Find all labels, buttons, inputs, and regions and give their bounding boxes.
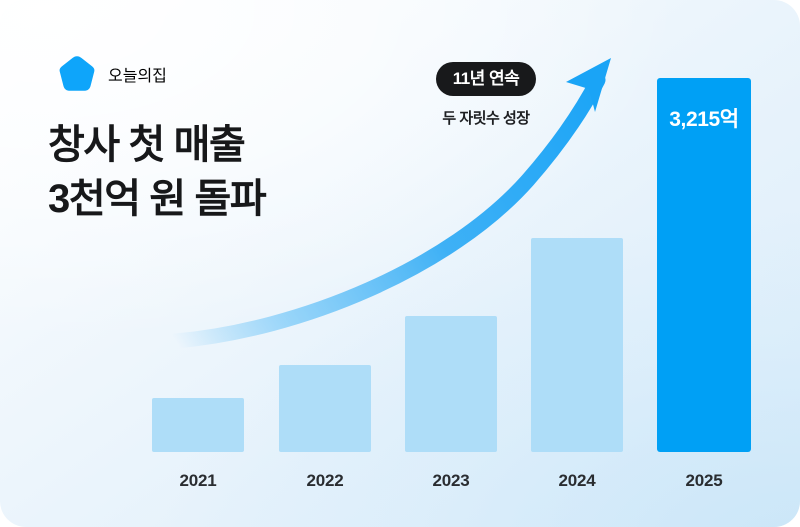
x-tick-2021: 2021	[179, 471, 217, 490]
bar-value-2025: 3,215억	[669, 108, 739, 131]
x-tick-2022: 2022	[306, 471, 344, 490]
brand-name: 오늘의집	[108, 68, 167, 85]
x-tick-2023: 2023	[432, 471, 470, 490]
bar-2022	[279, 365, 371, 452]
brand-lockup: 오늘의집	[57, 54, 167, 94]
bar-2024	[531, 238, 623, 452]
x-tick-2024: 2024	[558, 471, 596, 490]
bar-2025	[657, 78, 751, 452]
x-tick-2025: 2025	[685, 471, 723, 490]
bar-2023	[405, 316, 497, 452]
bar-2021	[152, 398, 244, 452]
house-pentagon-icon	[59, 56, 95, 91]
